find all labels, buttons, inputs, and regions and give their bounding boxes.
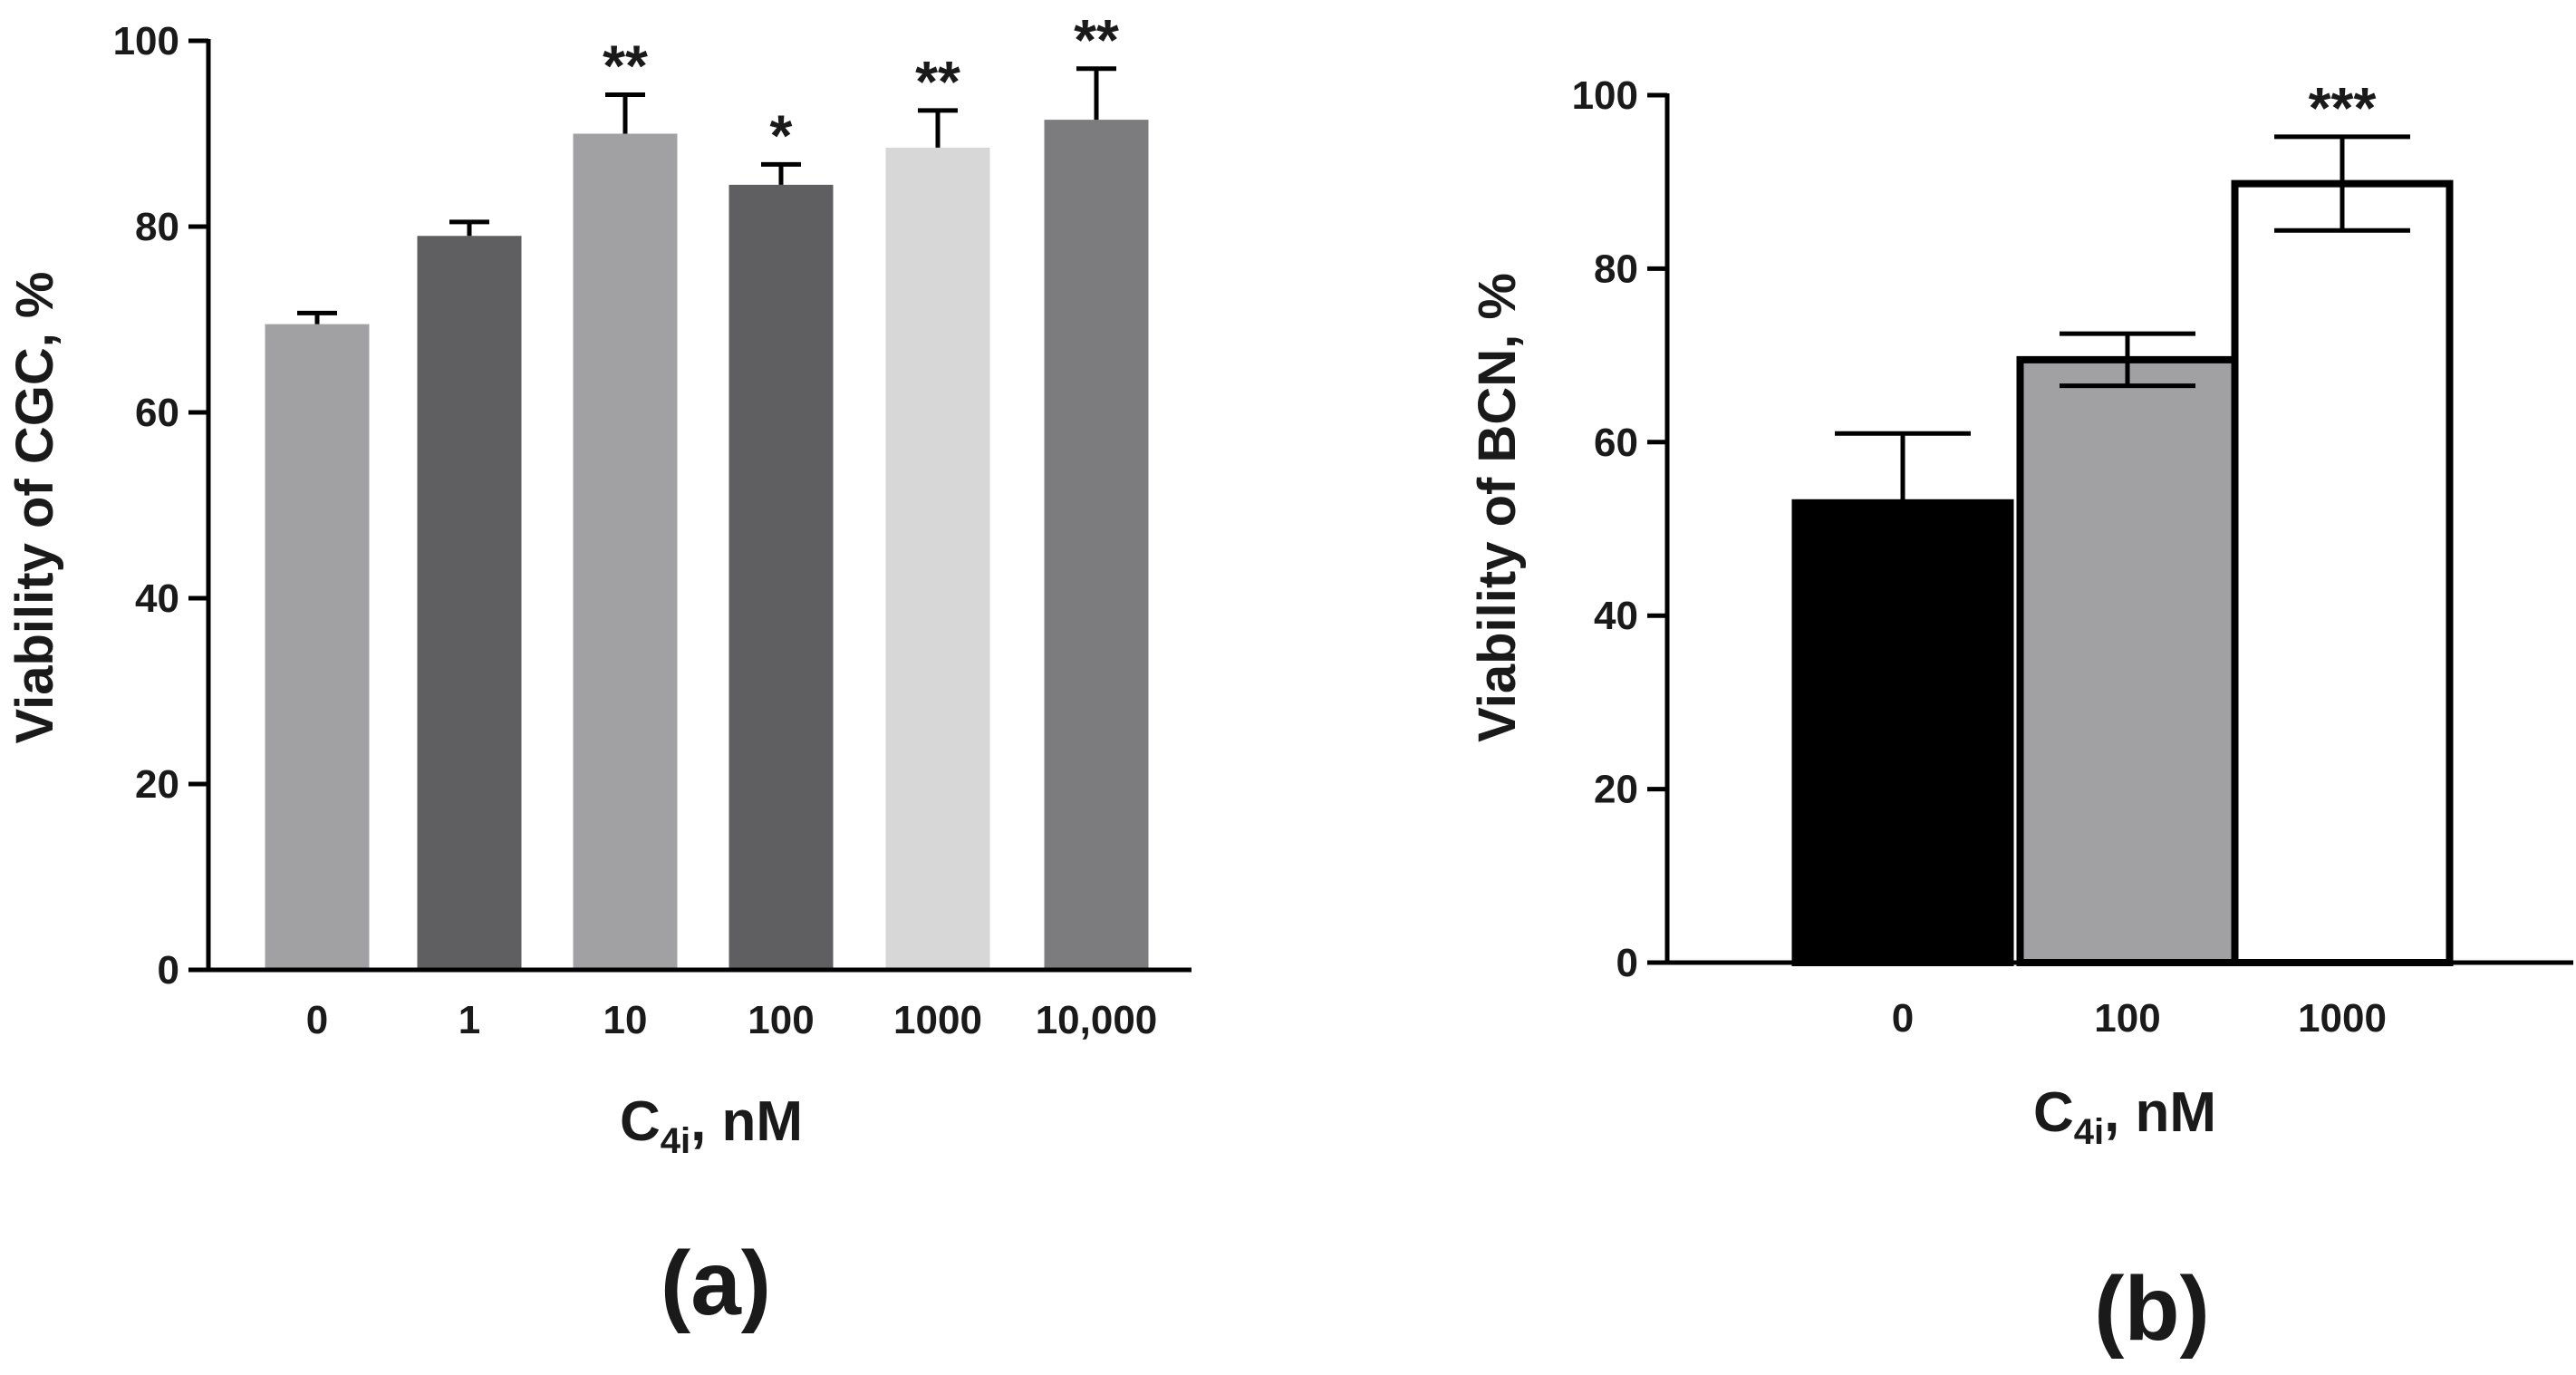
y-tick-label-a: 80	[135, 205, 179, 249]
x-axis-label-subscript-a: 4i	[661, 1121, 690, 1161]
bar-group-a	[265, 120, 1149, 970]
chart-panel-b: *** 0 20 40 60 80 100 0 100 1000 Viability of B…	[1468, 73, 2573, 1360]
panel-label-a: (a)	[661, 1233, 771, 1334]
bar-a-2	[573, 133, 678, 970]
bar-a-1	[417, 236, 522, 970]
x-axis-label-main-b: C	[2033, 1081, 2074, 1144]
x-tick-label-a-1: 1	[458, 998, 480, 1042]
y-tick-label-a: 60	[135, 391, 179, 435]
y-tick-label-a: 20	[135, 762, 179, 807]
panel-label-b: (b)	[2094, 1258, 2210, 1360]
bar-a-5	[1044, 120, 1149, 970]
x-axis-label-a: C4i, nM	[620, 1090, 803, 1161]
y-tick-label-a: 40	[135, 576, 179, 621]
y-axis-label-b: Viability of BCN, %	[1468, 273, 1527, 742]
significance-label-a-5: **	[1074, 7, 1119, 73]
x-tick-group-b: 0 100 1000	[1892, 996, 2387, 1041]
bar-b-0	[1791, 499, 2014, 966]
y-tick-label-b: 60	[1594, 421, 1638, 465]
x-tick-label-a-4: 1000	[893, 998, 982, 1042]
bar-a-0	[265, 324, 370, 970]
y-tick-label-b: 0	[1616, 941, 1638, 985]
significance-group-a: *******	[603, 7, 1119, 169]
x-tick-label-a-5: 10,000	[1036, 998, 1158, 1042]
bar-group-b	[1791, 179, 2454, 966]
x-tick-label-a-0: 0	[306, 998, 328, 1042]
x-axis-label-unit-b: , nM	[2104, 1081, 2216, 1144]
x-tick-group-a: 0 1 10 100 1000 10,000	[306, 998, 1158, 1042]
significance-label-b-2: ***	[2309, 75, 2377, 140]
x-tick-label-b-2: 1000	[2298, 996, 2387, 1041]
x-axis-label-unit-a: , nM	[690, 1090, 803, 1153]
bar-a-4	[885, 147, 990, 970]
y-tick-label-a: 0	[158, 948, 179, 993]
significance-label-a-2: **	[603, 33, 648, 98]
significance-label-a-4: **	[915, 49, 960, 114]
x-tick-label-a-2: 10	[603, 998, 648, 1042]
y-axis-label-a: Viability of CGC, %	[5, 271, 64, 743]
bar-a-3	[728, 184, 834, 970]
y-tick-label-b: 100	[1572, 73, 1638, 118]
y-tick-group-a: 0 20 40 60 80 100	[113, 19, 208, 993]
significance-group-b: ***	[2309, 75, 2377, 140]
x-tick-label-b-1: 100	[2094, 996, 2160, 1041]
y-tick-group-b: 0 20 40 60 80 100	[1572, 73, 1667, 985]
x-axis-label-subscript-b: 4i	[2074, 1112, 2104, 1152]
x-axis-label-main-a: C	[620, 1090, 661, 1153]
y-tick-label-b: 20	[1594, 768, 1638, 812]
error-bar-group-a	[297, 66, 1116, 324]
x-tick-label-a-3: 100	[748, 998, 814, 1042]
significance-label-a-3: *	[770, 102, 793, 168]
x-axis-label-b: C4i, nM	[2033, 1081, 2216, 1152]
bar-b-2	[2231, 179, 2454, 966]
y-tick-label-b: 80	[1594, 247, 1638, 291]
x-tick-label-b-0: 0	[1892, 996, 1914, 1041]
y-tick-label-b: 40	[1594, 594, 1638, 638]
error-bar-group-b	[1835, 134, 2410, 503]
y-tick-label-a: 100	[113, 19, 179, 63]
bar-b-1	[2016, 355, 2239, 966]
